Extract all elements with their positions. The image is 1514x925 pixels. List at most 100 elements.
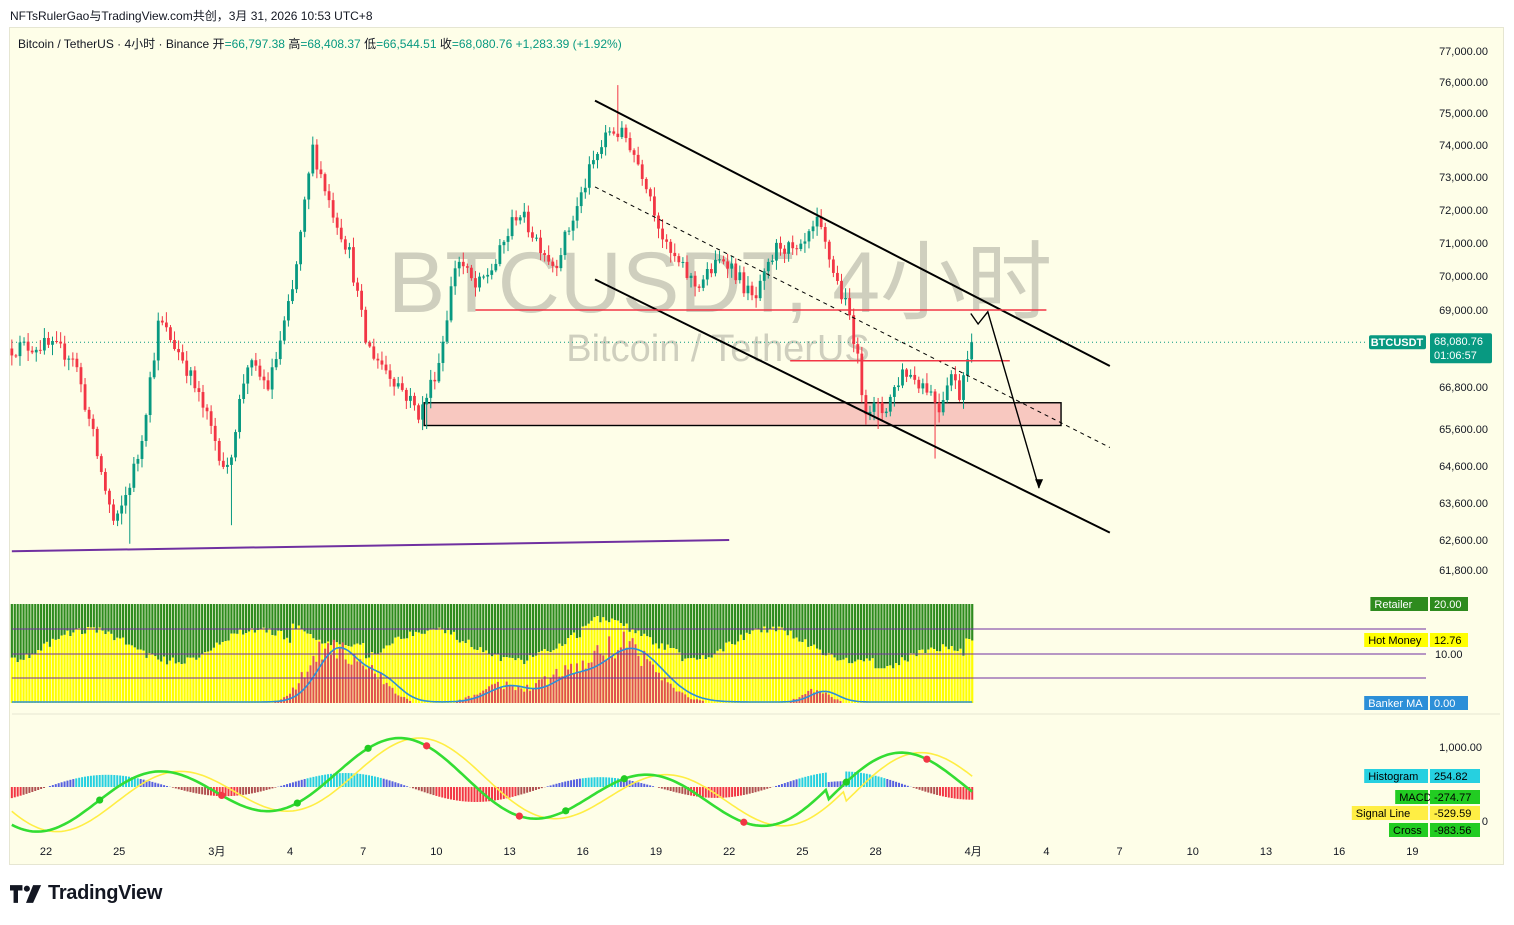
- macd-legend-name-box-1: [1395, 790, 1428, 804]
- macd-cross-dot-8: [740, 818, 748, 826]
- candle-body-32: [140, 440, 144, 459]
- candle-body-204: [840, 280, 843, 300]
- candle-body-184: [758, 280, 762, 299]
- candle-body-107: [445, 320, 449, 342]
- candle-body-119: [494, 263, 498, 271]
- indicator-legend-value-box-1: [1430, 633, 1468, 647]
- candle-body-2: [18, 342, 22, 357]
- candle-body-110: [457, 261, 461, 269]
- candle-body-40: [173, 339, 176, 349]
- candle-body-72: [303, 199, 307, 232]
- candle-body-78: [327, 191, 331, 201]
- price-tick-14: 61,800.00: [1439, 565, 1488, 577]
- candle-body-67: [282, 320, 286, 341]
- price-tick-3: 74,000.00: [1439, 140, 1488, 152]
- macd-legend-value-3: -983.56: [1434, 825, 1471, 837]
- candle-body-28: [124, 494, 128, 506]
- price-tick-1: 76,000.00: [1439, 77, 1488, 89]
- candle-body-149: [616, 133, 620, 138]
- time-tick-13: 4: [1043, 846, 1049, 858]
- candle-body-200: [823, 227, 827, 242]
- candle-body-27: [120, 505, 124, 514]
- projection-arrowhead: [1035, 479, 1044, 489]
- candle-body-161: [665, 239, 669, 242]
- symbol-legend: Bitcoin / TetherUS · 4小时 · Binance 开=66,…: [18, 35, 622, 52]
- candle-body-133: [551, 261, 555, 266]
- candle-body-172: [709, 268, 713, 274]
- candle-body-103: [429, 379, 433, 398]
- candle-body-190: [783, 248, 786, 254]
- legend-high: =68,408.37: [300, 37, 361, 51]
- candle-body-45: [193, 370, 197, 389]
- candle-body-15: [71, 358, 75, 360]
- channel-lower-line: [594, 278, 1111, 534]
- support-zone: [423, 402, 1062, 427]
- macd-legend-value-box-0: [1430, 769, 1480, 783]
- price-tag-box: [1430, 333, 1492, 364]
- macd-legend-name-2: Signal Line: [1356, 808, 1410, 820]
- time-tick-17: 16: [1333, 846, 1345, 858]
- candle-body-169: [697, 286, 701, 288]
- candle-body-61: [258, 365, 262, 377]
- candle-body-10: [51, 341, 54, 345]
- candle-body-197: [811, 226, 815, 232]
- candle-body-186: [766, 261, 770, 272]
- candle-body-50: [213, 425, 217, 441]
- candle-body-146: [604, 132, 608, 148]
- tradingview-logo[interactable]: TradingView: [10, 882, 162, 905]
- channel-mid-line: [594, 186, 1111, 448]
- candles: [10, 85, 974, 544]
- time-tick-12: 4月: [965, 846, 982, 858]
- time-tick-11: 28: [869, 846, 881, 858]
- time-tick-7: 16: [577, 846, 589, 858]
- candle-body-151: [624, 127, 628, 139]
- symbol-tag: BTCUSDT: [1371, 337, 1424, 349]
- candle-body-209: [860, 353, 864, 396]
- banker-ma-line: [11, 646, 973, 703]
- macd-cross-dot-5: [515, 812, 523, 820]
- candle-body-49: [209, 411, 213, 426]
- time-tick-1: 25: [113, 846, 125, 858]
- candle-body-104: [433, 379, 437, 382]
- candle-body-115: [478, 276, 481, 288]
- macd-legend-name-box-2: [1351, 806, 1428, 820]
- legend-change: +1,283.39 (+1.92%): [515, 37, 622, 51]
- candle-body-77: [323, 174, 327, 192]
- time-tick-4: 7: [360, 846, 366, 858]
- candle-body-153: [632, 150, 636, 155]
- time-axis[interactable]: 22 25 3月 4 7 10 13 16 19 22 25 28 4月 4 7 10 13 16 19: [40, 846, 1419, 858]
- time-tick-10: 25: [796, 846, 808, 858]
- indicator-legend-value-box-2: [1430, 696, 1468, 710]
- price-axis[interactable]: 77,000.00 76,000.00 75,000.00 74,000.00 73,0…: [1439, 46, 1488, 577]
- legend-close-label: 收: [439, 37, 452, 51]
- price-tick-7: 70,000.00: [1439, 271, 1488, 283]
- candle-body-117: [486, 274, 490, 277]
- candle-body-128: [531, 232, 534, 238]
- candle-body-225: [925, 383, 929, 393]
- candle-body-123: [510, 217, 514, 237]
- candle-body-41: [177, 348, 180, 353]
- price-tick-10: 65,600.00: [1439, 424, 1488, 436]
- price-tick-13: 62,600.00: [1439, 535, 1488, 547]
- candle-body-163: [673, 252, 677, 257]
- candle-body-134: [555, 265, 559, 269]
- price-tick-4: 73,000.00: [1439, 172, 1488, 184]
- projection-path: [970, 310, 1040, 489]
- candle-body-93: [388, 370, 392, 379]
- candle-body-132: [547, 254, 551, 262]
- candle-body-164: [677, 256, 681, 263]
- candle-body-155: [640, 164, 644, 179]
- candle-body-46: [197, 388, 201, 393]
- candle-body-185: [762, 271, 766, 281]
- macd-axis-tick-0: 1,000.00: [1439, 742, 1482, 754]
- candle-body-168: [693, 275, 697, 287]
- candle-body-174: [718, 259, 721, 261]
- candle-body-229: [941, 400, 945, 413]
- candle-body-201: [827, 241, 831, 260]
- price-tick-9: 66,800.00: [1439, 382, 1488, 394]
- annotations-back: [11, 341, 1366, 553]
- time-tick-2: 3月: [208, 846, 225, 858]
- candle-body-167: [689, 275, 693, 278]
- indicator-legend-name-box-1: [1364, 633, 1428, 647]
